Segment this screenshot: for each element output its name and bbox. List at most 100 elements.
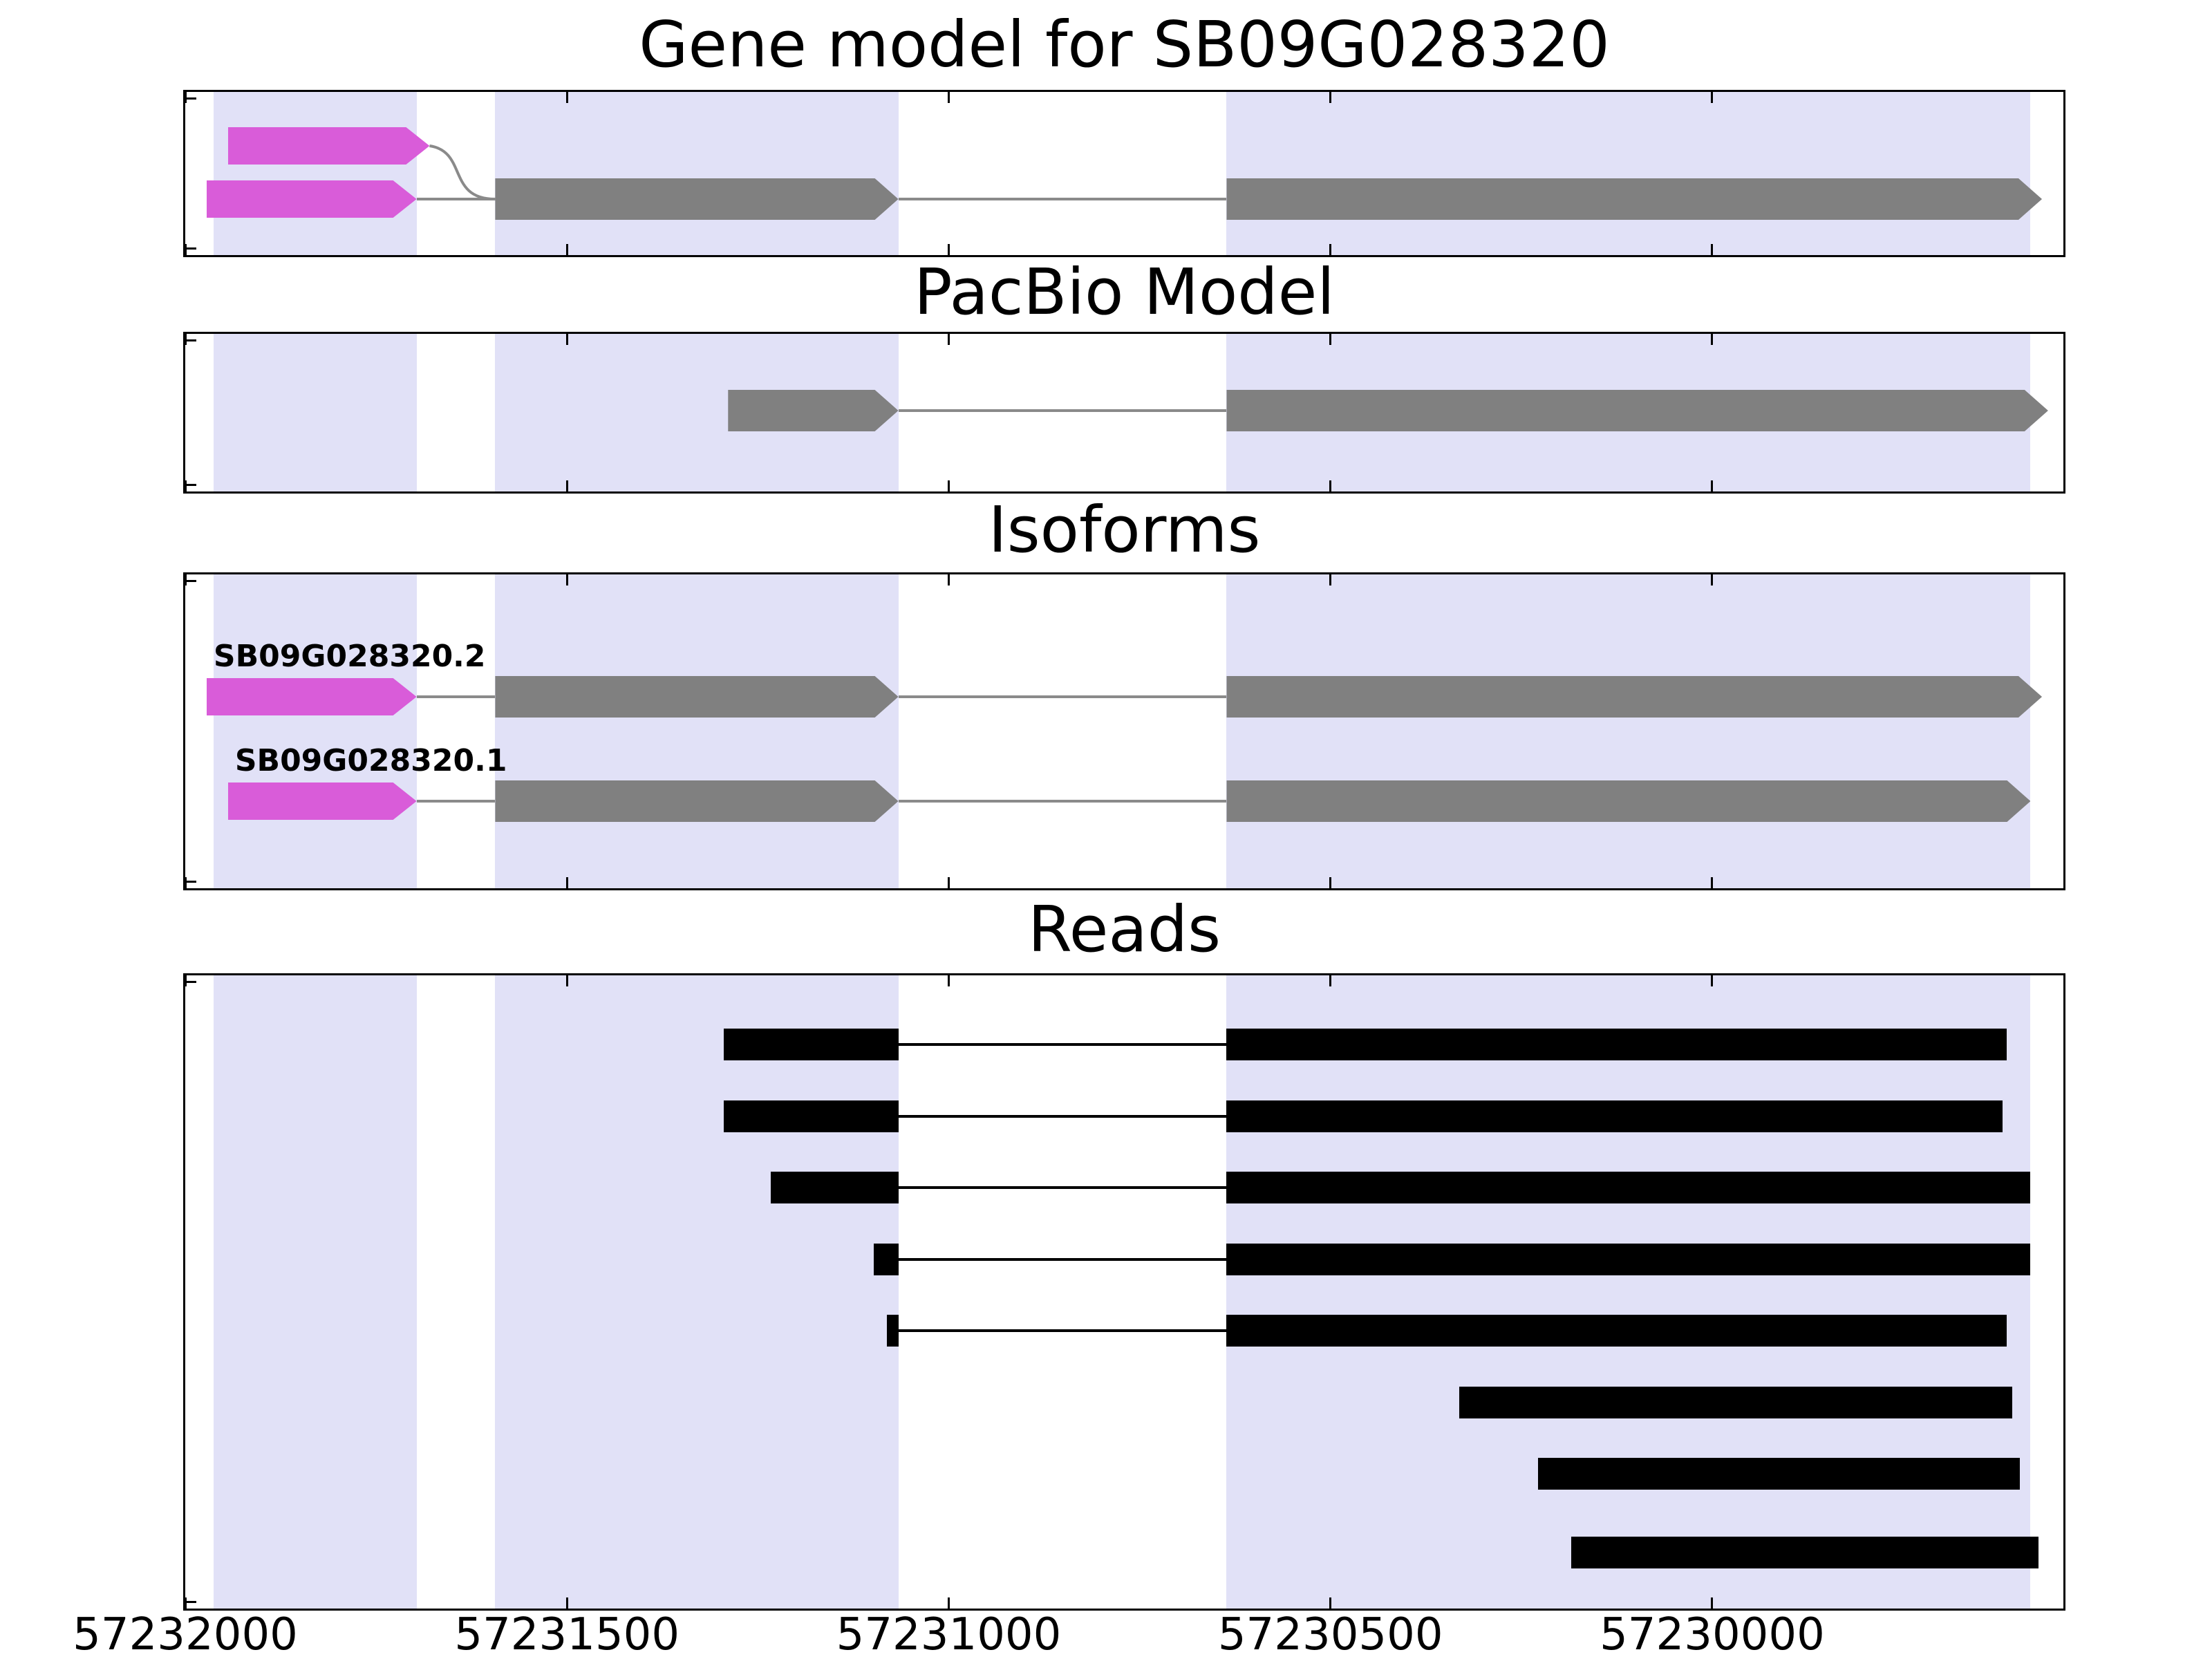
y-tick-mark — [185, 981, 196, 983]
panel-gene-model — [183, 90, 2065, 257]
highlight-band — [1226, 574, 2031, 888]
highlight-band — [495, 92, 899, 255]
highlight-band — [1226, 92, 2031, 255]
intron-line — [898, 409, 1227, 412]
intron-line — [898, 800, 1227, 803]
panel-reads — [183, 973, 2065, 1611]
x-tick-mark — [184, 877, 187, 888]
x-tick-mark — [1711, 92, 1714, 103]
x-tick-mark — [1329, 574, 1332, 585]
exon-block — [495, 780, 898, 822]
x-tick-mark — [1711, 1597, 1714, 1609]
highlight-band — [213, 334, 417, 491]
intron-line — [416, 198, 496, 200]
read-gap-line — [898, 1329, 1227, 1332]
intron-line — [416, 800, 496, 803]
x-tick-mark — [565, 244, 568, 255]
exon-block — [1226, 178, 2042, 220]
x-tick-mark — [565, 334, 568, 345]
panel-title-pacbio: PacBio Model — [914, 255, 1335, 329]
utr-block — [207, 678, 417, 715]
read-block — [1226, 1244, 2031, 1275]
x-tick-mark — [947, 877, 950, 888]
read-block — [723, 1029, 899, 1060]
read-block — [1571, 1537, 2038, 1568]
x-tick-mark — [1711, 334, 1714, 345]
x-tick-mark — [947, 1597, 950, 1609]
read-block — [1226, 1315, 2007, 1347]
y-tick-mark — [185, 580, 196, 582]
y-tick-mark — [185, 97, 196, 100]
highlight-band — [1226, 975, 2031, 1609]
x-tick-mark — [1329, 480, 1332, 491]
x-tick-mark — [1711, 877, 1714, 888]
panel-isoforms: SB09G028320.2 SB09G028320.1 — [183, 572, 2065, 890]
x-tick-mark — [1329, 975, 1332, 986]
read-gap-line — [898, 1258, 1227, 1261]
x-tick-mark — [1329, 1597, 1332, 1609]
y-tick-mark — [185, 339, 196, 341]
x-tick-mark — [1711, 975, 1714, 986]
read-block — [887, 1315, 899, 1347]
x-tick-mark — [1329, 244, 1332, 255]
read-block — [1226, 1029, 2007, 1060]
intron-line — [898, 198, 1227, 200]
x-tick-mark — [565, 574, 568, 585]
x-tick-mark — [1711, 574, 1714, 585]
read-block — [1459, 1387, 2012, 1418]
highlight-band — [213, 92, 417, 255]
panel-title-reads: Reads — [1027, 892, 1221, 966]
x-tick-mark — [947, 975, 950, 986]
isoform-label: SB09G028320.2 — [213, 639, 486, 674]
intron-line — [416, 695, 496, 698]
x-tick-mark — [947, 574, 950, 585]
exon-block — [728, 390, 898, 431]
x-tick-mark — [184, 480, 187, 491]
x-tick-mark — [565, 1597, 568, 1609]
x-tick-mark — [1329, 877, 1332, 888]
utr-block — [207, 180, 417, 218]
highlight-band — [495, 975, 899, 1609]
x-tick-mark — [1329, 334, 1332, 345]
panel-pacbio — [183, 332, 2065, 494]
x-axis-tick-labels: 57232000 57231500 57231000 57230500 57230000 — [0, 1609, 2212, 1659]
read-block — [1538, 1458, 2021, 1490]
exon-block — [495, 178, 898, 220]
x-tick-mark — [947, 480, 950, 491]
read-block — [723, 1100, 899, 1132]
exon-block — [495, 676, 898, 718]
exon-block — [1226, 780, 2030, 822]
exon-block — [1226, 676, 2042, 718]
x-tick-mark — [184, 1597, 187, 1609]
y-tick-mark — [185, 1601, 196, 1603]
x-tick-label: 57232000 — [73, 1609, 298, 1659]
read-block — [1226, 1100, 2003, 1132]
intron-line — [898, 695, 1227, 698]
highlight-band — [213, 975, 417, 1609]
x-tick-label: 57231000 — [836, 1609, 1062, 1659]
x-tick-mark — [565, 975, 568, 986]
x-tick-mark — [184, 244, 187, 255]
utr-block — [228, 127, 430, 165]
y-tick-mark — [185, 881, 196, 883]
read-gap-line — [898, 1186, 1227, 1189]
x-tick-mark — [1711, 244, 1714, 255]
utr-block — [228, 782, 417, 820]
x-tick-mark — [1329, 92, 1332, 103]
highlight-band — [495, 574, 899, 888]
x-tick-label: 57230000 — [1600, 1609, 1825, 1659]
read-block — [1226, 1172, 2031, 1203]
x-tick-mark — [565, 877, 568, 888]
x-tick-mark — [565, 480, 568, 491]
panel-title-isoforms: Isoforms — [988, 493, 1261, 567]
y-tick-mark — [185, 484, 196, 486]
x-tick-label: 57230500 — [1217, 1609, 1443, 1659]
highlight-band — [213, 574, 417, 888]
x-tick-mark — [947, 244, 950, 255]
read-gap-line — [898, 1115, 1227, 1118]
read-block — [771, 1172, 899, 1203]
exon-block — [1226, 390, 2047, 431]
x-tick-label: 57231500 — [454, 1609, 680, 1659]
y-tick-mark — [185, 247, 196, 250]
